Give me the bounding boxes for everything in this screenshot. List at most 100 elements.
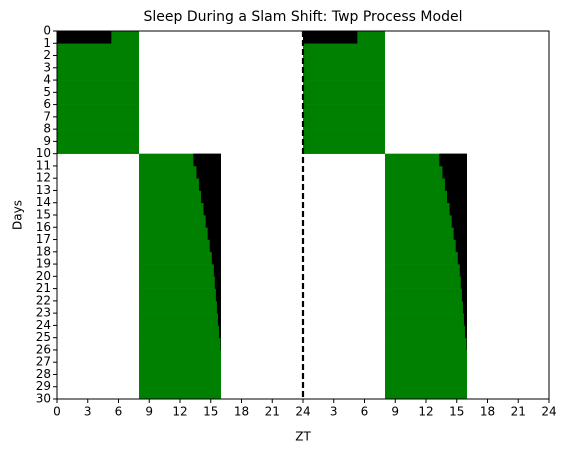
y-tick-label: 17 (36, 232, 51, 246)
x-tick-label: 0 (53, 405, 61, 419)
y-tick-label: 23 (36, 306, 51, 320)
sleep-block (217, 313, 221, 326)
sleep-block (303, 31, 358, 44)
light-block (57, 80, 139, 93)
light-block (303, 43, 385, 56)
light-block (139, 386, 221, 400)
y-tick-label: 21 (36, 281, 51, 295)
x-tick-label: 24 (295, 405, 310, 419)
x-tick-label: 15 (449, 405, 464, 419)
light-block (57, 92, 139, 105)
chart-title: Sleep During a Slam Shift: Twp Process M… (144, 9, 463, 25)
x-tick-label: 18 (234, 405, 249, 419)
light-block (139, 190, 221, 204)
light-block (385, 313, 467, 326)
sleep-block (196, 165, 221, 179)
x-tick-label: 6 (115, 405, 123, 419)
sleep-block (444, 178, 467, 191)
light-block (385, 227, 467, 240)
y-tick-label: 5 (43, 85, 51, 99)
light-block (385, 362, 467, 375)
light-block (57, 116, 139, 130)
light-block (57, 104, 139, 118)
y-tick-label: 3 (43, 60, 51, 74)
light-block (139, 251, 221, 265)
x-tick-label: 24 (541, 405, 556, 419)
light-block (57, 67, 139, 81)
y-tick-label: 2 (43, 48, 51, 62)
sleep-block (463, 313, 467, 326)
y-tick-label: 16 (36, 220, 51, 234)
y-tick-label: 13 (36, 183, 51, 197)
y-tick-label: 1 (43, 36, 51, 50)
light-block (385, 190, 467, 204)
y-tick-label: 26 (36, 342, 51, 356)
sleep-block (211, 251, 221, 265)
light-block (385, 325, 467, 338)
x-axis-label: ZT (295, 430, 311, 444)
x-tick-label: 21 (265, 405, 280, 419)
sleep-block (455, 239, 467, 253)
light-block (139, 337, 221, 351)
light-block (139, 362, 221, 375)
sleep-block (205, 215, 221, 228)
light-block (303, 92, 385, 105)
y-tick-label: 27 (36, 355, 51, 369)
y-tick-label: 24 (36, 318, 51, 332)
light-block (139, 227, 221, 240)
light-block (139, 349, 221, 363)
light-block (57, 129, 139, 142)
sleep-block (214, 276, 221, 289)
x-tick-label: 9 (391, 405, 399, 419)
light-block (303, 67, 385, 81)
y-tick-label: 4 (43, 73, 51, 87)
light-block (385, 276, 467, 289)
y-tick-label: 20 (36, 269, 51, 283)
light-block (139, 215, 221, 228)
y-tick-label: 14 (36, 195, 51, 209)
y-tick-label: 0 (43, 24, 51, 38)
light-block (139, 239, 221, 253)
x-tick-label: 3 (84, 405, 92, 419)
sleep-block (203, 202, 221, 216)
sleep-block (442, 165, 467, 179)
light-block (385, 215, 467, 228)
light-block (139, 374, 221, 388)
x-tick-label: 15 (203, 405, 218, 419)
sleep-block (216, 300, 221, 314)
y-tick-label: 12 (36, 171, 51, 185)
light-block (303, 104, 385, 118)
x-tick-label: 12 (418, 405, 433, 419)
sleep-block (449, 202, 467, 216)
sleep-block (218, 325, 221, 338)
sleep-block (453, 227, 467, 240)
light-block (139, 325, 221, 338)
sleep-block (220, 337, 221, 351)
sleep-block (451, 215, 467, 228)
light-block (57, 55, 139, 69)
light-block (385, 300, 467, 314)
light-block (139, 202, 221, 216)
y-axis-label: Days (11, 200, 25, 230)
light-block (139, 288, 221, 302)
sleep-block (464, 325, 467, 338)
light-block (139, 313, 221, 326)
sleep-block (57, 31, 112, 44)
y-tick-label: 15 (36, 208, 51, 222)
light-block (139, 264, 221, 277)
sleep-block (462, 300, 467, 314)
y-tick-label: 29 (36, 379, 51, 393)
x-tick-label: 18 (480, 405, 495, 419)
light-block (303, 55, 385, 69)
light-block (385, 239, 467, 253)
y-tick-label: 9 (43, 134, 51, 148)
y-tick-label: 30 (36, 392, 51, 406)
light-block (385, 386, 467, 400)
sleep-block (466, 337, 467, 351)
light-block (139, 300, 221, 314)
sleep-block (201, 190, 221, 204)
light-block (303, 116, 385, 130)
sleep-block (459, 264, 467, 277)
light-block (303, 141, 385, 154)
